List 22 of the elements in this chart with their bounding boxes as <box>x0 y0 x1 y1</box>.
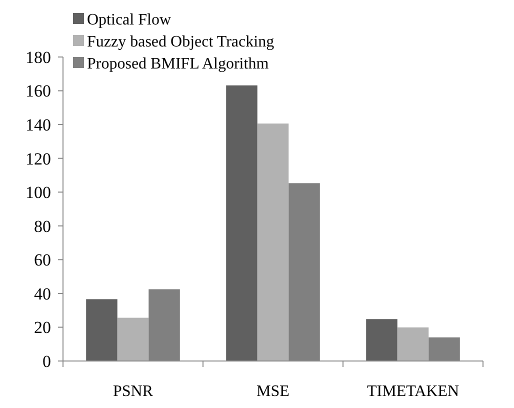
legend-label: Proposed BMIFL Algorithm <box>87 56 270 73</box>
y-tick-label: 20 <box>34 318 51 338</box>
bar <box>366 319 398 361</box>
y-tick-label: 160 <box>26 82 51 101</box>
y-tick-label: 120 <box>26 149 51 168</box>
x-tick-label: TIMETAKEN <box>366 383 460 400</box>
y-tick-label: 100 <box>26 183 51 202</box>
legend-label: Fuzzy based Object Tracking <box>87 34 274 51</box>
bar <box>86 299 118 361</box>
y-tick-label: 40 <box>34 284 51 304</box>
y-tick-label: 0 <box>42 352 51 371</box>
bar <box>397 327 429 361</box>
x-tick-label: PSNR <box>112 383 154 400</box>
x-tick-label: MSE <box>256 383 290 400</box>
y-tick-label: 180 <box>26 48 51 67</box>
bar <box>117 318 149 361</box>
bar <box>257 124 289 361</box>
legend-label: Optical Flow <box>87 12 172 29</box>
bar <box>226 85 258 361</box>
y-tick-label: 80 <box>34 216 51 236</box>
y-tick-label: 140 <box>26 116 51 135</box>
y-tick-label: 60 <box>34 250 51 270</box>
